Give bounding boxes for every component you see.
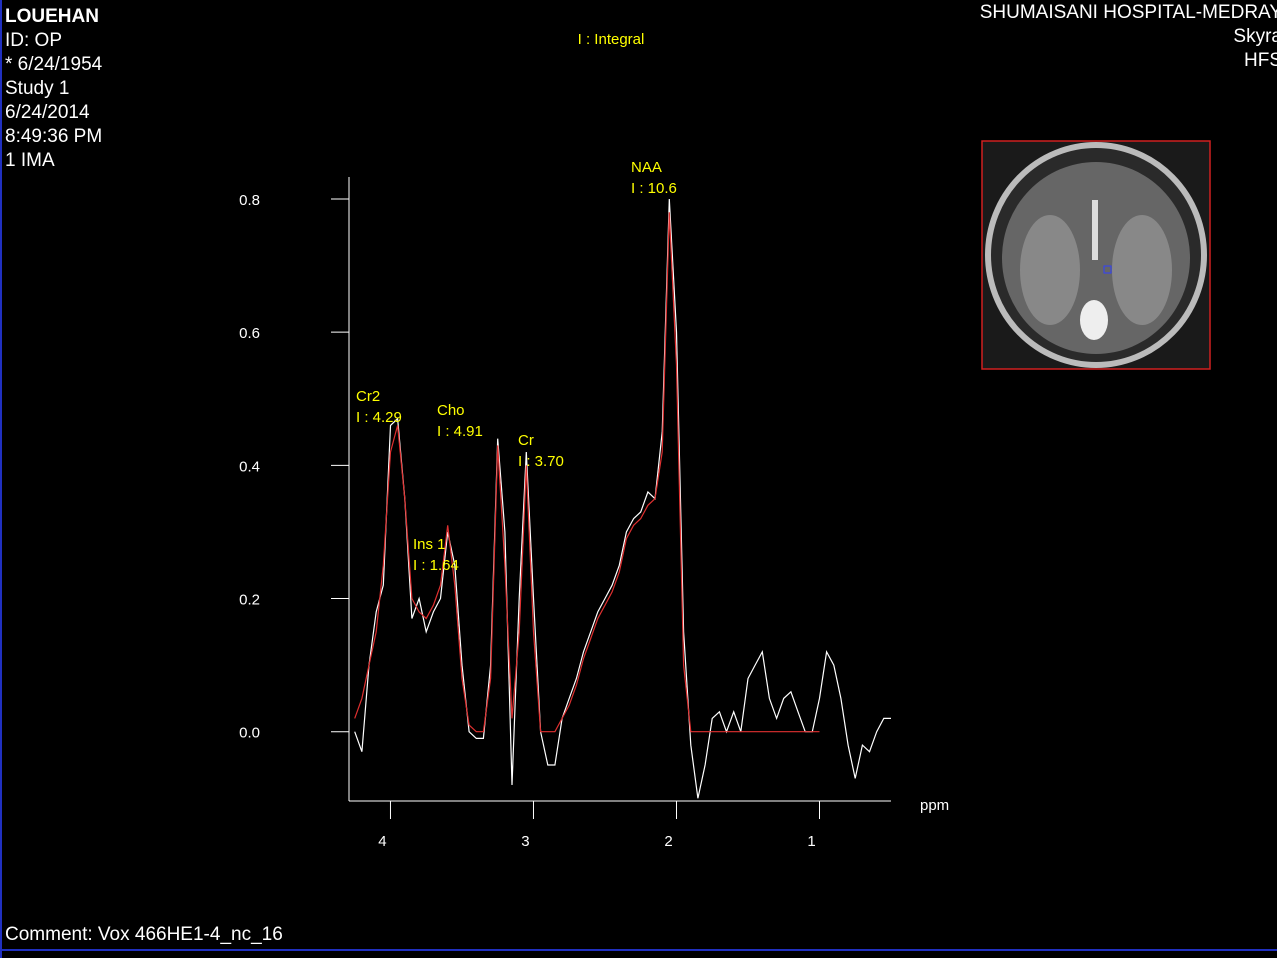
x-tick-label: 4 xyxy=(378,833,386,850)
x-axis-label: ppm xyxy=(920,797,949,814)
spectrum-line xyxy=(354,212,820,733)
x-tick-label: 1 xyxy=(807,833,815,850)
y-tick-label: 0.2 xyxy=(239,592,260,609)
lobe xyxy=(1020,215,1080,325)
patient-info: ID: OP xyxy=(5,30,62,51)
patient-info: 8:49:36 PM xyxy=(5,126,102,147)
spectrum-line xyxy=(354,198,891,799)
voxel xyxy=(1103,265,1112,274)
peak-name: Cho xyxy=(437,402,465,419)
peak-name: Cr2 xyxy=(356,388,380,405)
site-info: HFS xyxy=(1244,50,1277,71)
patient-info: LOUEHAN xyxy=(5,6,99,27)
legend-text: I : Integral xyxy=(578,31,645,48)
patient-info: 6/24/2014 xyxy=(5,102,90,123)
site-info: Skyra xyxy=(1233,26,1277,47)
peak-name: Ins 1 xyxy=(413,536,446,553)
peak-integral: I : 3.70 xyxy=(518,453,564,470)
peak-name: NAA xyxy=(631,159,662,176)
peak-integral: I : 1.64 xyxy=(413,557,459,574)
comment: Comment: Vox 466HE1-4_nc_16 xyxy=(5,924,283,945)
peak-name: Cr xyxy=(518,432,534,449)
y-tick-label: 0.6 xyxy=(239,325,260,342)
midline xyxy=(1092,200,1098,260)
brain-image xyxy=(981,140,1211,370)
y-tick-label: 0.4 xyxy=(239,458,260,475)
peak-integral: I : 4.91 xyxy=(437,423,483,440)
patient-info: 1 IMA xyxy=(5,150,55,171)
patient-info: * 6/24/1954 xyxy=(5,54,103,75)
x-tick-label: 3 xyxy=(521,833,529,850)
ventricle xyxy=(1080,300,1108,340)
y-tick-label: 0.0 xyxy=(239,725,260,742)
peak-integral: I : 4.29 xyxy=(356,409,402,426)
y-tick-label: 0.8 xyxy=(239,192,260,209)
site-info: SHUMAISANI HOSPITAL-MEDRAY xyxy=(980,2,1277,23)
x-tick-label: 2 xyxy=(664,833,672,850)
lobe xyxy=(1112,215,1172,325)
patient-info: Study 1 xyxy=(5,78,69,99)
peak-integral: I : 10.6 xyxy=(631,180,677,197)
